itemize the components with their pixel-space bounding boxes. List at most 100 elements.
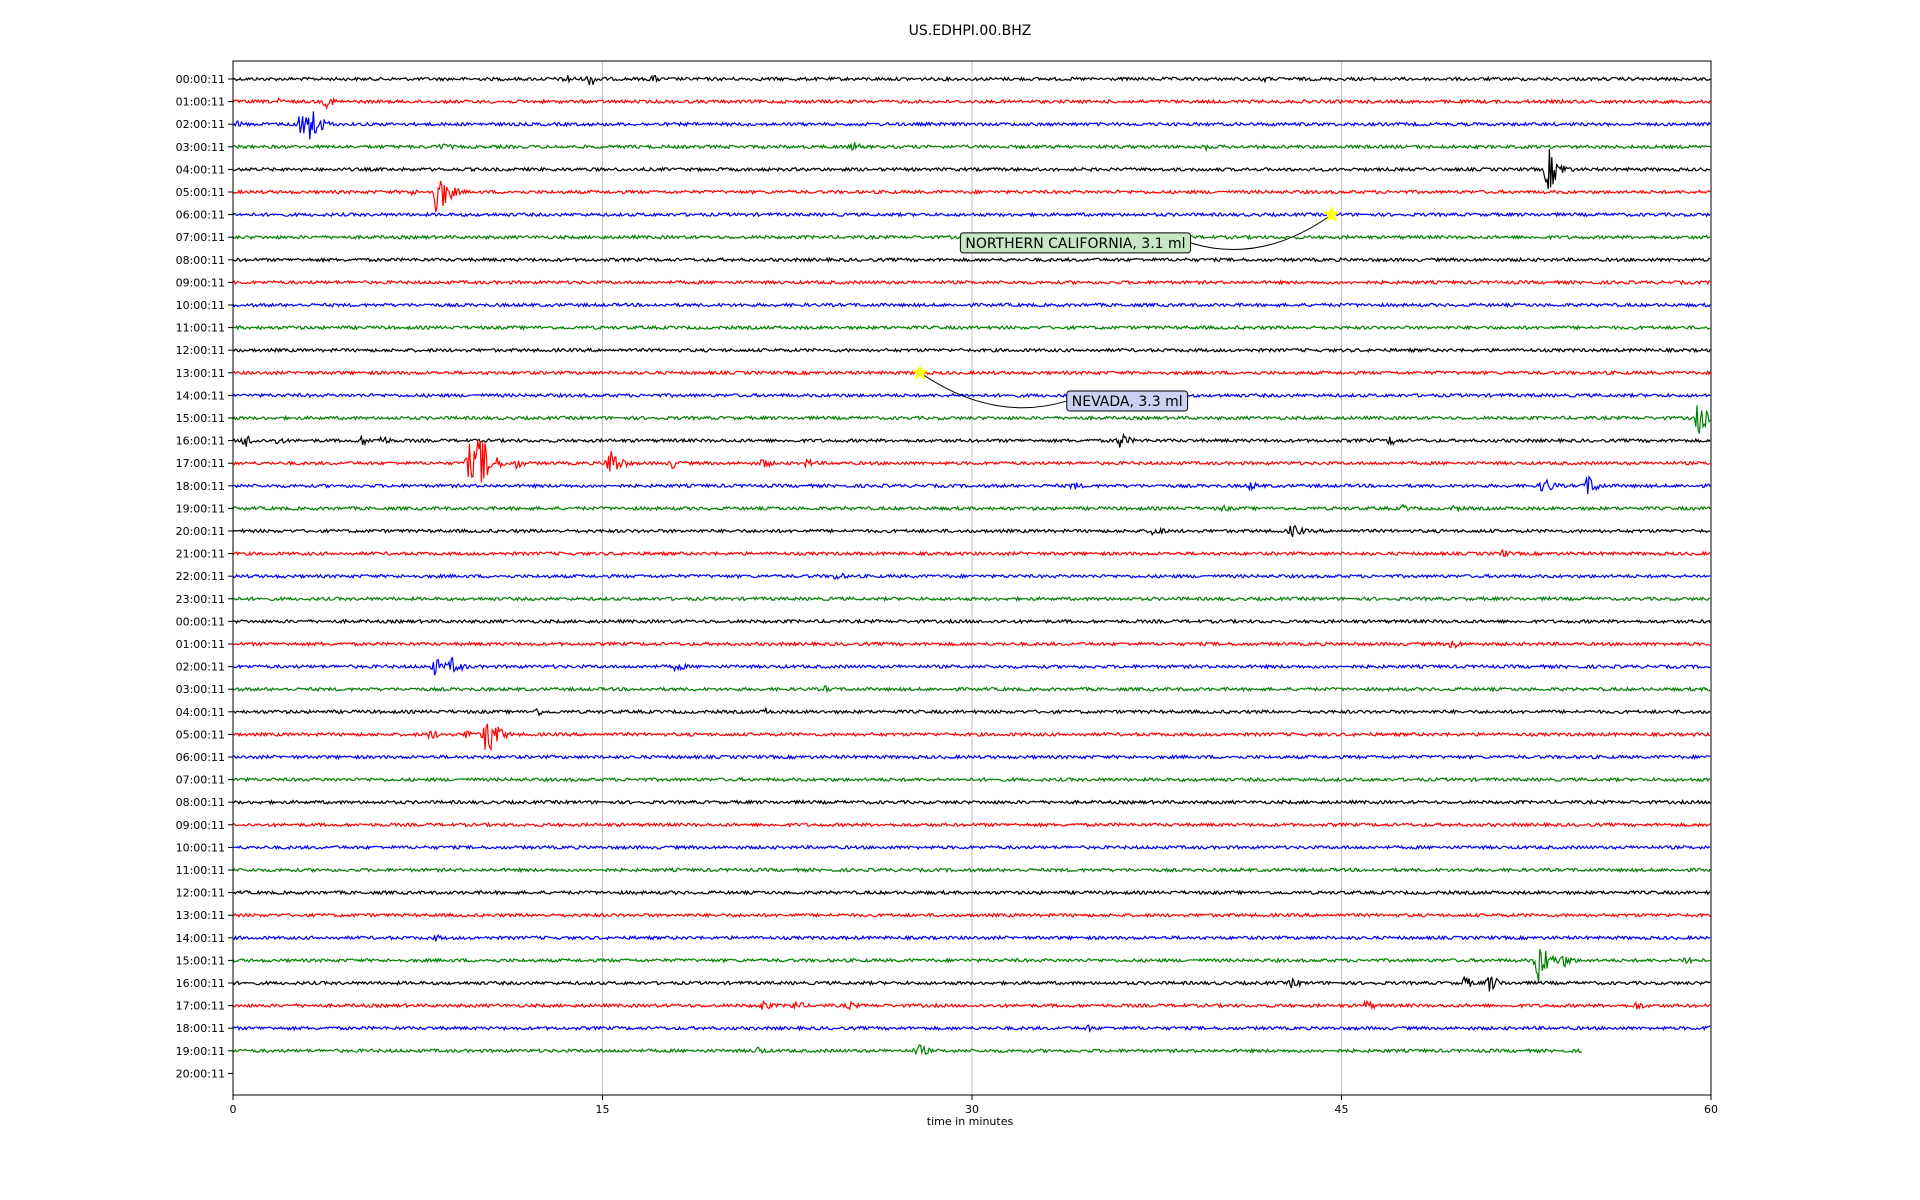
trace-row (232, 432, 1711, 448)
y-tick-label: 21:00:11 (176, 548, 225, 561)
chart-title: US.EDHPI.00.BHZ (909, 23, 1032, 39)
y-tick-label: 11:00:11 (176, 322, 225, 335)
y-tick-label: 00:00:11 (176, 615, 225, 628)
trace-row (232, 912, 1711, 919)
trace-row (232, 142, 1711, 153)
traces (232, 74, 1711, 1056)
y-tick-label: 09:00:11 (176, 276, 225, 289)
y-tick-label: 12:00:11 (176, 887, 225, 900)
y-tick-label: 13:00:11 (176, 367, 225, 380)
trace-row (232, 685, 1711, 694)
annotation-connector (1190, 214, 1332, 251)
y-tick-label: 13:00:11 (176, 909, 225, 922)
trace-row (232, 96, 1711, 111)
y-tick-label: 12:00:11 (176, 344, 225, 357)
trace-row (232, 180, 1711, 213)
annotations: NORTHERN CALIFORNIA, 3.1 ml NEVADA, 3.3 m… (912, 205, 1340, 412)
trace-row (232, 799, 1711, 806)
trace-row (232, 999, 1711, 1011)
y-tick-label: 01:00:11 (176, 638, 225, 651)
trace-row (232, 595, 1711, 602)
trace-row (232, 548, 1711, 558)
gridlines (602, 61, 1342, 1095)
trace-row (232, 1024, 1711, 1033)
annotation-label: NORTHERN CALIFORNIA, 3.1 ml (965, 236, 1185, 252)
x-axis-label: time in minutes (927, 1115, 1014, 1128)
trace-row (232, 369, 1711, 376)
trace-row (232, 503, 1711, 513)
annotation-box (959, 232, 1192, 254)
trace-row (232, 776, 1711, 783)
y-tick-label: 00:00:11 (176, 73, 225, 86)
trace-row (232, 211, 1711, 218)
trace-row (232, 256, 1711, 264)
y-tick-label: 03:00:11 (176, 141, 225, 154)
y-tick-label: 17:00:11 (176, 457, 225, 470)
y-tick-label: 15:00:11 (176, 954, 225, 967)
y-tick-label: 07:00:11 (176, 231, 225, 244)
trace-row (232, 111, 1711, 140)
event-star-marker (912, 364, 929, 380)
y-tick-label: 10:00:11 (176, 299, 225, 312)
trace-row (232, 706, 1711, 717)
y-tick-label: 04:00:11 (176, 706, 225, 719)
trace-row (232, 347, 1711, 354)
y-tick-label: 08:00:11 (176, 796, 225, 809)
y-tick-label: 07:00:11 (176, 774, 225, 787)
y-tick-label: 01:00:11 (176, 96, 225, 109)
trace-row (232, 572, 1711, 580)
y-tick-label: 14:00:11 (176, 389, 225, 402)
x-tick-labels: 0 15 30 45 60 (230, 1095, 1718, 1116)
y-tick-label: 05:00:11 (176, 186, 225, 199)
trace-row (232, 657, 1711, 676)
x-tick-label: 0 (230, 1103, 237, 1116)
trace-row (232, 723, 1711, 752)
trace-row (232, 889, 1711, 896)
y-tick-label: 19:00:11 (176, 1045, 225, 1058)
annotation-box (1066, 390, 1189, 412)
y-tick-label: 18:00:11 (176, 1022, 225, 1035)
y-tick-label: 03:00:11 (176, 683, 225, 696)
trace-row (232, 474, 1711, 494)
trace-row (232, 392, 1711, 399)
trace-row (232, 324, 1711, 331)
y-tick-label: 04:00:11 (176, 163, 225, 176)
y-tick-label: 22:00:11 (176, 570, 225, 583)
y-tick-label: 15:00:11 (176, 412, 225, 425)
y-tick-label: 16:00:11 (176, 977, 225, 990)
trace-row (232, 524, 1711, 537)
trace-row (232, 933, 1711, 942)
y-tick-label: 23:00:11 (176, 593, 225, 606)
trace-row (232, 149, 1711, 190)
annotation-label: NEVADA, 3.3 ml (1072, 394, 1183, 410)
y-tick-label: 20:00:11 (176, 525, 225, 538)
x-tick-label: 45 (1335, 1103, 1349, 1116)
trace-row (232, 301, 1711, 309)
trace-row (232, 753, 1711, 761)
y-tick-label: 16:00:11 (176, 435, 225, 448)
y-tick-label: 05:00:11 (176, 728, 225, 741)
trace-row (232, 405, 1711, 434)
trace-row (232, 279, 1711, 286)
y-tick-label: 17:00:11 (176, 1000, 225, 1013)
y-tick-label: 02:00:11 (176, 661, 225, 674)
y-tick-label: 14:00:11 (176, 932, 225, 945)
trace-row (232, 866, 1711, 874)
y-tick-label: 20:00:11 (176, 1067, 225, 1080)
trace-row (232, 74, 1711, 86)
trace-row (232, 640, 1711, 649)
y-tick-label: 06:00:11 (176, 751, 225, 764)
x-tick-label: 15 (596, 1103, 610, 1116)
y-tick-label: 08:00:11 (176, 254, 225, 267)
y-tick-label: 02:00:11 (176, 118, 225, 131)
x-tick-label: 30 (965, 1103, 979, 1116)
trace-row (232, 1043, 1582, 1056)
event-star-marker (1323, 205, 1340, 222)
trace-row (232, 844, 1711, 851)
x-tick-label: 60 (1704, 1103, 1718, 1116)
y-tick-labels: 00:00:11 01:00:11 02:00:11 03:00:11 04:00:11… (176, 73, 233, 1080)
annotation-connector (919, 372, 1067, 409)
trace-row (232, 949, 1711, 984)
trace-row (232, 821, 1711, 829)
